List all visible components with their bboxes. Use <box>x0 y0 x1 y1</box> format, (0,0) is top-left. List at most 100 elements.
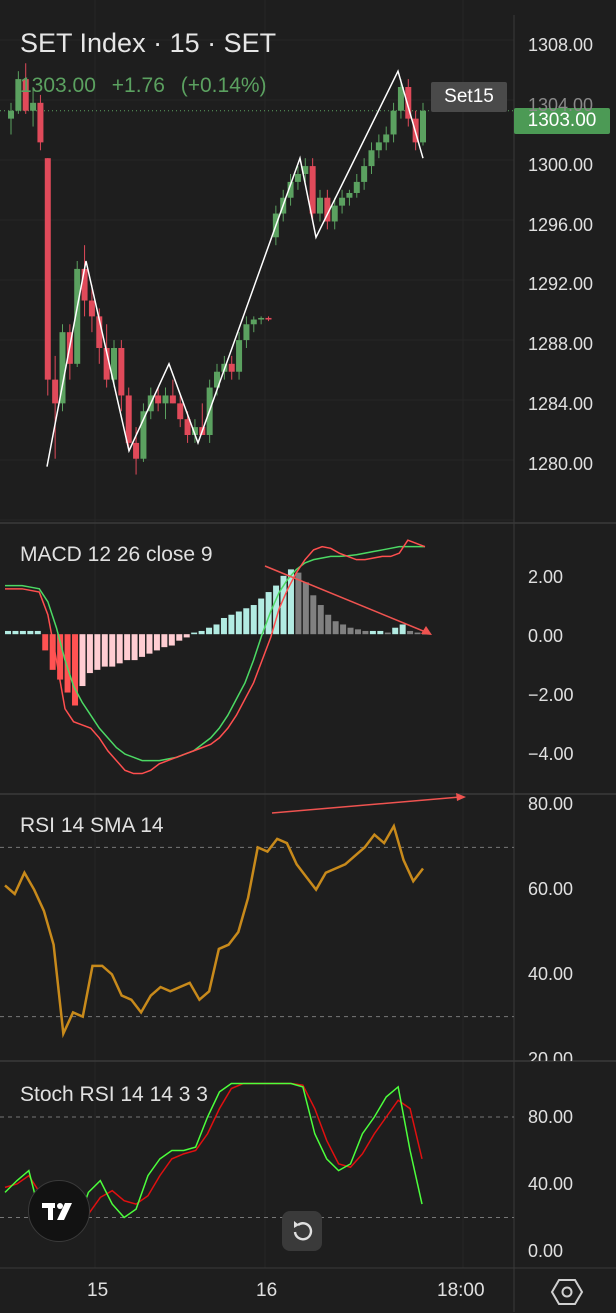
macd-histogram-bar <box>116 634 123 664</box>
candle-body <box>184 419 191 435</box>
candle-body <box>331 205 338 222</box>
candle-body <box>243 324 250 341</box>
macd-histogram-bar <box>168 634 175 646</box>
candle-body <box>214 371 220 388</box>
candle-body <box>103 348 110 380</box>
macd-histogram-bar <box>362 630 369 635</box>
candle-body <box>59 332 66 404</box>
macd-histogram-bar <box>34 630 41 635</box>
macd-histogram-bar <box>27 630 34 635</box>
stoch-rsi-label[interactable]: Stoch RSI 14 14 3 3 <box>20 1083 208 1106</box>
price-axis-tick: 1292.00 <box>528 274 594 294</box>
rsi-trend-arrow <box>271 796 461 814</box>
stoch-axis-tick: 40.00 <box>528 1174 574 1194</box>
candle-body <box>96 316 103 348</box>
candle-body <box>317 197 323 214</box>
macd-histogram-bar <box>258 598 265 635</box>
last-price-badge: 1303.00 <box>514 108 610 134</box>
macd-histogram-bar <box>407 630 414 635</box>
annotation-tag[interactable]: Set15 <box>431 82 507 112</box>
candle-body <box>353 181 360 193</box>
macd-histogram-bar <box>384 632 391 635</box>
macd-trend-arrow <box>264 565 429 634</box>
macd-histogram-bar <box>198 630 205 635</box>
macd-histogram-bar <box>369 630 376 635</box>
macd-axis-tick: −4.00 <box>528 744 574 764</box>
chart-title: SET Index · 15 · SET <box>20 28 277 58</box>
macd-histogram-bar <box>414 632 421 635</box>
price-change-pct: (+0.14%) <box>180 74 267 97</box>
candle-body <box>339 197 346 206</box>
rsi-axis-tick: 40.00 <box>528 964 574 984</box>
candle-body <box>420 110 426 143</box>
macd-histogram-bar <box>146 634 153 654</box>
macd-histogram-bar <box>109 634 116 667</box>
time-axis-tick: 16 <box>256 1280 278 1301</box>
candle-body <box>375 142 382 151</box>
macd-histogram-bar <box>124 634 131 661</box>
candle-body <box>111 348 117 380</box>
macd-histogram-bar <box>206 627 213 635</box>
candle-body <box>324 197 331 222</box>
candle-body <box>287 181 294 198</box>
candle-body <box>125 395 132 443</box>
macd-axis-tick: 0.00 <box>528 626 564 646</box>
candle-body <box>169 395 176 404</box>
macd-histogram-bar <box>377 630 384 635</box>
macd-histogram-bar <box>287 569 294 635</box>
stoch-axis-tick: 0.00 <box>528 1241 564 1261</box>
macd-histogram-bar <box>213 624 220 635</box>
macd-histogram-bar <box>72 634 79 706</box>
price-axis-tick: 1280.00 <box>528 454 594 474</box>
macd-axis-tick: −2.00 <box>528 685 574 705</box>
tradingview-logo-icon[interactable] <box>28 1180 90 1242</box>
zigzag-line <box>46 69 424 467</box>
rotate-reset-icon[interactable] <box>282 1211 322 1251</box>
macd-histogram-bar <box>250 605 257 635</box>
macd-histogram-bar <box>161 634 168 648</box>
macd-histogram-bar <box>332 621 339 635</box>
candle-body <box>346 192 353 198</box>
candle-body <box>390 110 397 135</box>
candle-body <box>258 317 265 320</box>
price-change: +1.76 <box>111 74 165 97</box>
candle-body <box>383 134 390 143</box>
candle-body <box>265 317 272 320</box>
candle-body <box>162 395 169 404</box>
macd-histogram-bar <box>347 627 354 635</box>
last-price: 1303.00 <box>20 74 96 97</box>
candle-body <box>30 102 37 111</box>
macd-histogram-bar <box>220 617 227 635</box>
macd-histogram-bar <box>131 634 138 661</box>
macd-histogram-bar <box>49 634 56 670</box>
macd-line <box>5 539 426 775</box>
macd-label[interactable]: MACD 12 26 close 9 <box>20 543 213 566</box>
candle-body <box>309 166 316 214</box>
candle-body <box>44 158 51 380</box>
macd-trend-arrowhead <box>421 626 432 635</box>
candle-body <box>397 87 404 111</box>
macd-histogram-bar <box>64 634 71 693</box>
price-axis-tick: 1304.00 <box>528 95 594 115</box>
macd-histogram-bar <box>5 630 11 635</box>
candle-body <box>302 166 309 174</box>
candle-body <box>37 102 44 143</box>
candle-body <box>81 268 88 301</box>
rsi-axis-tick: 80.00 <box>528 794 574 814</box>
rsi-trend-arrowhead <box>456 793 466 801</box>
candle-body <box>88 300 95 317</box>
stoch-axis-tick: 80.00 <box>528 1107 574 1127</box>
macd-histogram-bar <box>399 624 406 635</box>
macd-histogram-bar <box>86 634 93 674</box>
macd-histogram-bar <box>325 614 332 635</box>
candle-body <box>236 340 243 372</box>
settings-hexagon-icon[interactable] <box>550 1276 584 1308</box>
candle-body <box>177 403 184 420</box>
candle-body <box>8 110 14 119</box>
macd-histogram-bar <box>19 630 26 635</box>
macd-histogram-bar <box>340 624 347 635</box>
candle-body <box>250 319 257 325</box>
rsi-label[interactable]: RSI 14 SMA 14 <box>20 814 164 837</box>
candle-body <box>191 427 198 435</box>
